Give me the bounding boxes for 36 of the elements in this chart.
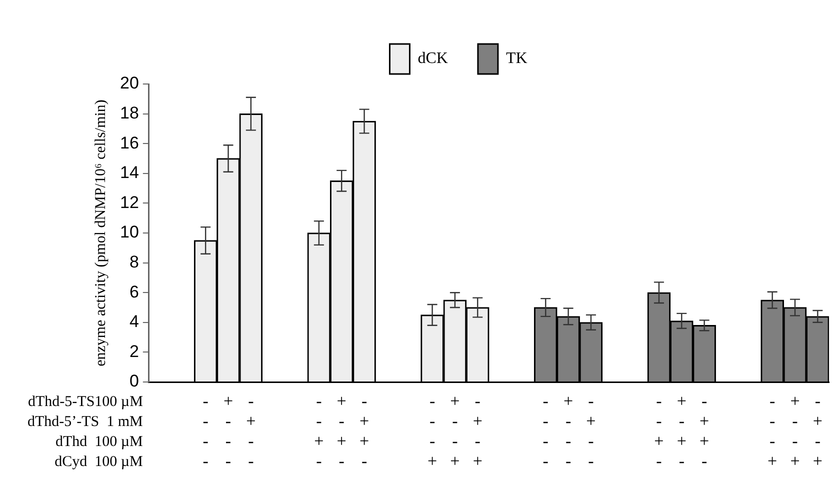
x-tick-label: + - + -	[676, 391, 686, 470]
y-tick-label: 12	[120, 192, 139, 212]
y-tick-label: 6	[129, 282, 139, 302]
y-tick-label: 20	[120, 74, 139, 93]
y-tick-label: 14	[120, 163, 139, 182]
y-tick-label: 10	[120, 222, 139, 242]
y-tick-label: 2	[129, 342, 139, 361]
x-tick-label: + - + -	[336, 391, 346, 470]
x-tick-label: - - - +	[427, 391, 438, 470]
x-tick-label: - - - -	[542, 391, 549, 470]
legend-label: dCK	[418, 50, 448, 68]
y-tick-label: 0	[129, 372, 139, 391]
x-tick-label: - + + -	[700, 391, 710, 470]
x-tick-label: - - - +	[768, 391, 778, 470]
x-tick-label: - + - +	[812, 391, 822, 470]
text: dThd 100 µM	[56, 434, 143, 450]
x-tick-label: + - - +	[790, 391, 800, 470]
text: dThd-5-TS100 µM	[28, 394, 143, 410]
legend-label: TK	[506, 50, 528, 68]
x-tick-label: + - - -	[223, 391, 234, 470]
x-tick-label: - + + -	[359, 391, 370, 470]
x-tick-label: - - - -	[202, 391, 209, 470]
x-tick-label: - + - -	[586, 391, 596, 470]
y-tick-label: 4	[129, 312, 139, 332]
text: dThd-5’-TS 1 mM	[27, 414, 143, 430]
x-tick-label: - - + -	[654, 391, 664, 470]
y-tick-label: 16	[120, 133, 139, 152]
x-tick-label: + - - +	[450, 391, 460, 470]
y-tick-label: 18	[120, 103, 139, 122]
x-tick-label: - + - -	[246, 391, 256, 470]
x-tick-label: - - + -	[314, 391, 324, 470]
text: dCyd 100 µM	[54, 454, 143, 470]
x-tick-label: + - - -	[564, 391, 574, 470]
x-tick-label: - + - +	[472, 391, 482, 470]
y-tick-label: 8	[129, 252, 139, 272]
y-axis-title: enzyme activity (pmol dNMP/10⁶ cells/min)	[92, 100, 109, 366]
